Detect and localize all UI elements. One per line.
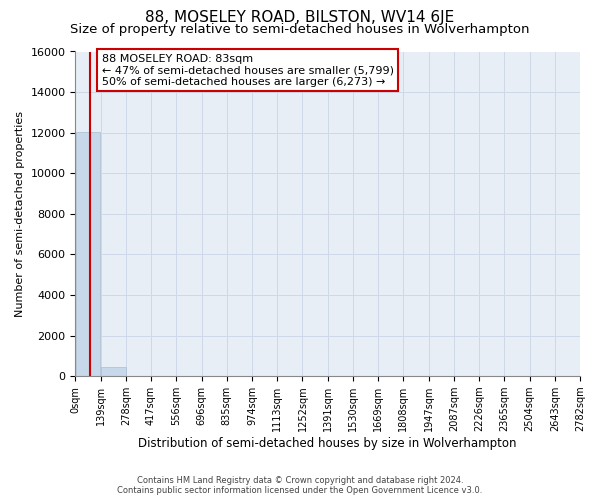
Text: 88, MOSELEY ROAD, BILSTON, WV14 6JE: 88, MOSELEY ROAD, BILSTON, WV14 6JE [145, 10, 455, 25]
Text: Contains HM Land Registry data © Crown copyright and database right 2024.
Contai: Contains HM Land Registry data © Crown c… [118, 476, 482, 495]
Y-axis label: Number of semi-detached properties: Number of semi-detached properties [15, 111, 25, 317]
Bar [101, 367, 125, 376]
Bar [76, 132, 100, 376]
Text: Size of property relative to semi-detached houses in Wolverhampton: Size of property relative to semi-detach… [70, 22, 530, 36]
X-axis label: Distribution of semi-detached houses by size in Wolverhampton: Distribution of semi-detached houses by … [139, 437, 517, 450]
Text: 88 MOSELEY ROAD: 83sqm
← 47% of semi-detached houses are smaller (5,799)
50% of : 88 MOSELEY ROAD: 83sqm ← 47% of semi-det… [101, 54, 394, 86]
